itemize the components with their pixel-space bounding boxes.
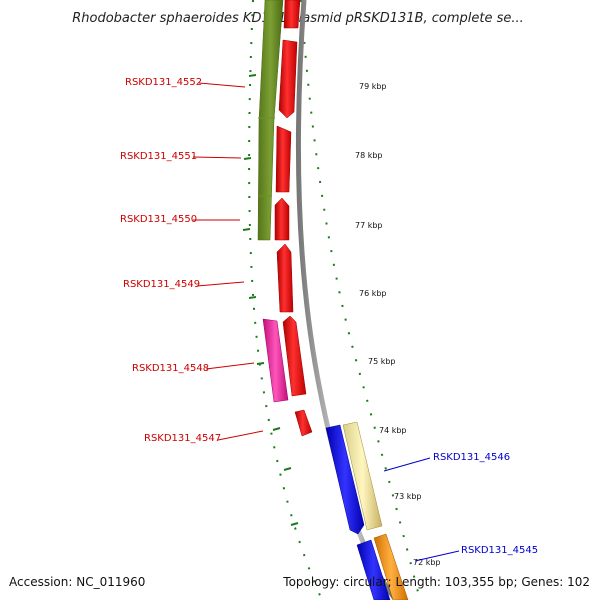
scale-label: 77 kbp (355, 221, 383, 230)
gene-label-4545[interactable]: RSKD131_4545 (461, 545, 538, 556)
pink-feature[interactable] (262, 318, 289, 403)
scale-label: 75 kbp (368, 357, 396, 366)
scale-labels: 79 kbp 78 kbp 77 kbp 76 kbp 75 kbp 74 kb… (355, 82, 441, 567)
scale-label: 72 kbp (413, 558, 441, 567)
cds-feature-4552[interactable] (278, 39, 298, 119)
gene-labels-right: RSKD131_4546 RSKD131_4545 (383, 452, 538, 562)
pink-feature-track (262, 318, 289, 403)
gene-label-4546[interactable]: RSKD131_4546 (433, 452, 510, 463)
gene-labels-left: RSKD131_4552 RSKD131_4551 RSKD131_4550 R… (120, 77, 264, 444)
orange-feature[interactable] (373, 533, 409, 600)
gene-label-4548[interactable]: RSKD131_4548 (132, 363, 209, 374)
gene-label-4550[interactable]: RSKD131_4550 (120, 214, 197, 225)
inner-major-ticks (242, 74, 299, 526)
scale-label: 76 kbp (359, 289, 387, 298)
cds-feature-4546[interactable] (325, 424, 365, 535)
scale-label: 73 kbp (394, 492, 422, 501)
cds-feature-4549[interactable] (276, 243, 294, 313)
scale-label: 79 kbp (359, 82, 387, 91)
map-stats-text: Topology: circular; Length: 103,355 bp; … (282, 575, 590, 589)
gc-track (257, 0, 284, 241)
cds-feature-4547[interactable] (294, 409, 313, 437)
orange-feature-track (373, 533, 409, 600)
cds-feature-4545[interactable] (356, 539, 391, 600)
gene-label-4547[interactable]: RSKD131_4547 (144, 433, 221, 444)
gene-label-4552[interactable]: RSKD131_4552 (125, 77, 202, 88)
cds-reverse-track (325, 424, 391, 600)
scale-label: 74 kbp (379, 426, 407, 435)
yellow-feature[interactable] (342, 421, 383, 531)
cds-feature-4551[interactable] (275, 125, 292, 193)
gene-label-4549[interactable]: RSKD131_4549 (123, 279, 200, 290)
cds-feature-4550[interactable] (274, 197, 290, 241)
yellow-feature-track (342, 421, 383, 531)
gene-label-4551[interactable]: RSKD131_4551 (120, 151, 197, 162)
cds-feature-4553[interactable] (283, 0, 301, 29)
accession-text: Accession: NC_011960 (9, 575, 145, 589)
cds-forward-track (274, 0, 313, 437)
scale-label: 78 kbp (355, 151, 383, 160)
cds-feature-4548[interactable] (282, 315, 307, 397)
